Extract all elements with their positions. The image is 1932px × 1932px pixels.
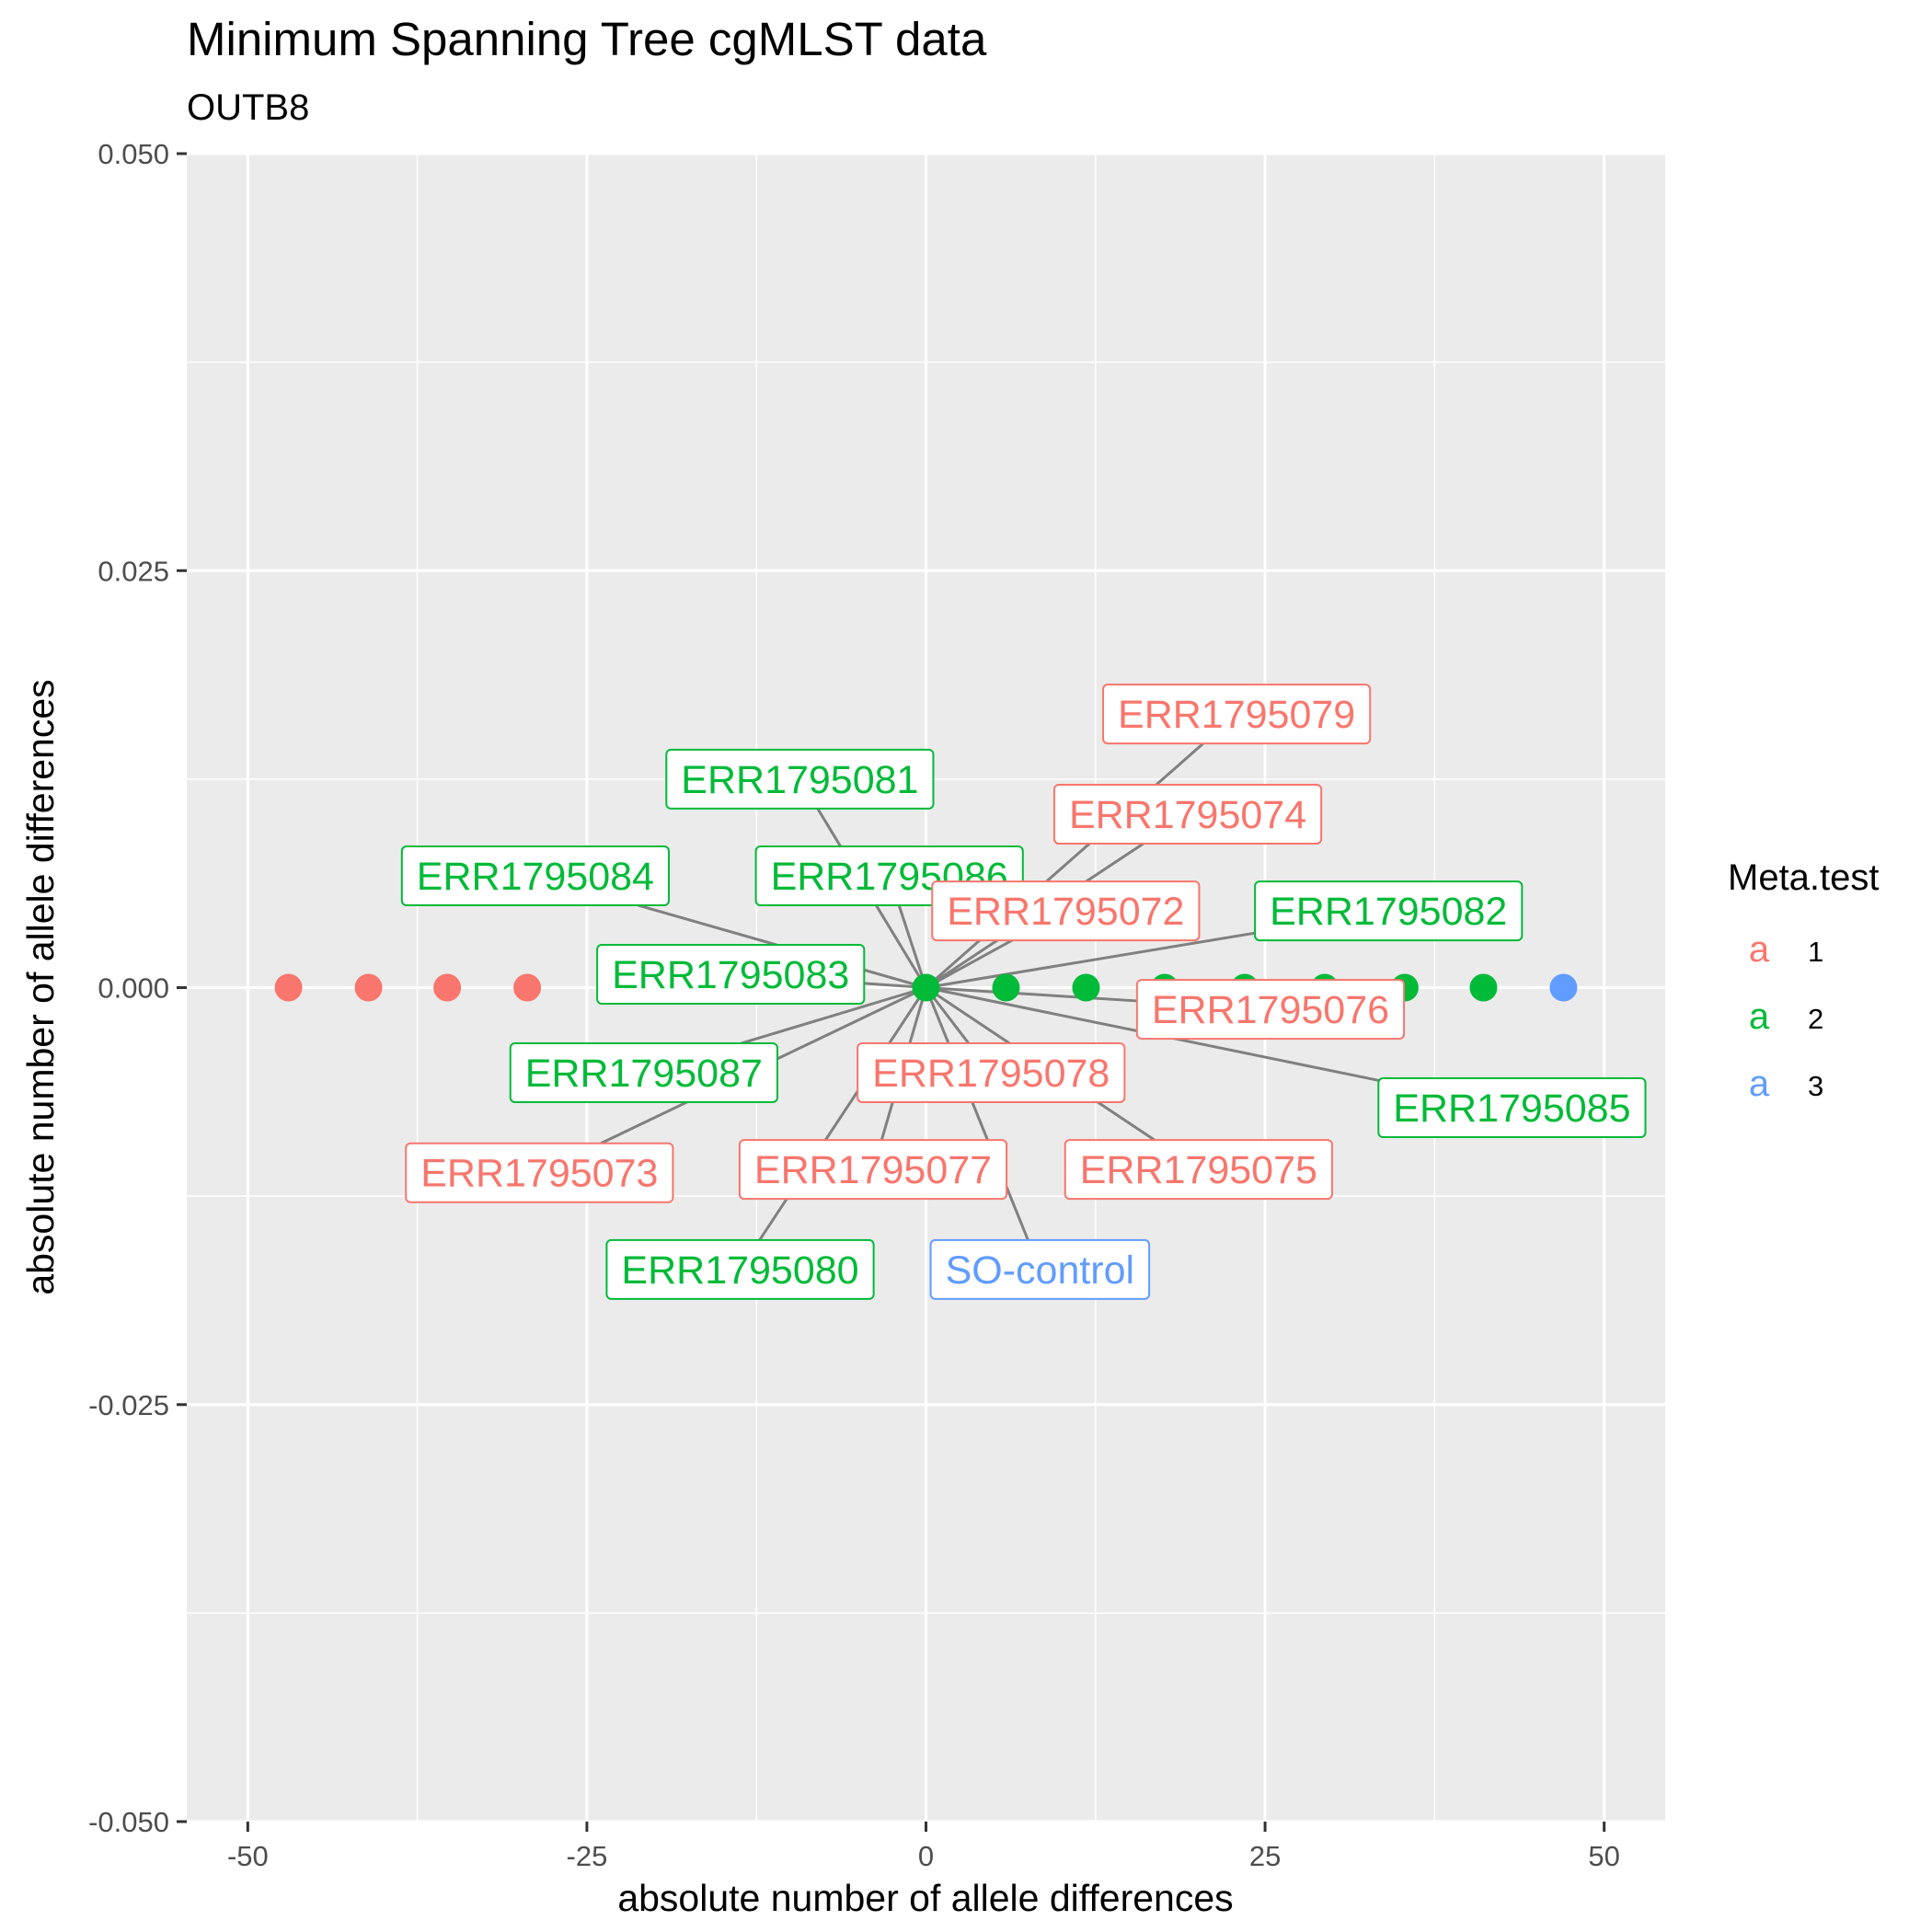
- node-label: ERR1795083: [596, 943, 866, 1005]
- data-point: [1469, 973, 1498, 1002]
- node-label-box: [1377, 1077, 1647, 1139]
- x-tick-label: -50: [227, 1840, 269, 1872]
- legend-label: 1: [1808, 936, 1823, 968]
- node-label-text: ERR1795073: [420, 1152, 658, 1196]
- node-label-text: ERR1795085: [1393, 1087, 1630, 1131]
- data-point: [433, 973, 462, 1002]
- tree-edge: [926, 931, 1256, 989]
- node-label-text: SO-control: [946, 1248, 1135, 1293]
- node-label-text: ERR1795083: [612, 953, 849, 997]
- node-label-box: [665, 748, 935, 810]
- node-label: ERR1795081: [665, 748, 935, 810]
- node-label-box: [1135, 979, 1406, 1041]
- node-label: ERR1795080: [605, 1238, 875, 1300]
- legend-key: a: [1749, 996, 1770, 1037]
- data-point: [274, 973, 303, 1002]
- data-point: [912, 973, 940, 1002]
- node-label-text: ERR1795082: [1270, 890, 1507, 934]
- node-label-box: [1102, 684, 1372, 745]
- y-tick-label: 0.025: [98, 555, 169, 587]
- tree-edge: [741, 986, 926, 1045]
- y-axis-title: absolute number of allele differences: [19, 679, 62, 1294]
- legend: Meta.test a 1 a 2 a 3: [1728, 857, 1880, 1104]
- node-label: ERR1795075: [1064, 1139, 1333, 1201]
- data-point: [354, 973, 383, 1002]
- x-axis: -50 -25 0 25 50: [227, 1822, 1620, 1872]
- node-label-text: ERR1795084: [417, 855, 654, 899]
- data-point: [992, 973, 1020, 1002]
- node-label-text: ERR1795081: [681, 758, 918, 802]
- node-label: ERR1795079: [1102, 684, 1372, 745]
- node-label-box: [605, 1238, 875, 1300]
- x-tick-label: 0: [918, 1840, 934, 1872]
- node-label: SO-control: [929, 1238, 1151, 1300]
- y-tick-label: -0.050: [88, 1806, 169, 1838]
- legend-key: a: [1749, 929, 1770, 970]
- legend-key: a: [1749, 1064, 1770, 1104]
- node-label: ERR1795077: [738, 1139, 1008, 1201]
- data-point: [1072, 973, 1100, 1002]
- x-tick-label: -25: [567, 1840, 608, 1872]
- x-tick-label: 50: [1588, 1840, 1619, 1872]
- x-tick-label: 25: [1249, 1840, 1281, 1872]
- node-label: ERR1795076: [1135, 979, 1406, 1041]
- tree-edge: [925, 938, 1013, 989]
- node-label: ERR1795078: [857, 1041, 1126, 1103]
- node-label: ERR1795084: [400, 845, 670, 907]
- node-label-box: [509, 1041, 778, 1103]
- node-label-box: [405, 1142, 674, 1203]
- node-label: ERR1795074: [1052, 783, 1323, 845]
- node-label-text: ERR1795074: [1069, 793, 1306, 837]
- x-axis-title: absolute number of allele differences: [617, 1877, 1233, 1919]
- node-label-box: [738, 1139, 1008, 1201]
- y-axis: -0.050 -0.025 0.000 0.025 0.050: [88, 138, 187, 1838]
- legend-label: 2: [1808, 1003, 1823, 1035]
- node-label-text: ERR1795072: [947, 890, 1184, 934]
- tree-edge: [925, 986, 1029, 1241]
- node-label-box: [931, 880, 1201, 942]
- y-tick-label: 0.000: [98, 972, 169, 1005]
- node-label-box: [1254, 880, 1524, 942]
- node-label-text: ERR1795087: [525, 1052, 763, 1096]
- y-tick-label: -0.025: [88, 1389, 169, 1421]
- chart-title: Minimum Spanning Tree cgMLST data: [187, 13, 987, 65]
- node-label-text: ERR1795075: [1080, 1148, 1317, 1192]
- node-label: ERR1795085: [1377, 1077, 1647, 1139]
- node-label-text: ERR1795080: [621, 1248, 858, 1293]
- node-label-box: [1064, 1139, 1333, 1201]
- tree-edge: [926, 986, 1137, 1003]
- node-label-text: ERR1795076: [1152, 988, 1389, 1032]
- node-label-text: ERR1795079: [1118, 693, 1355, 737]
- chart-subtitle: OUTB8: [187, 87, 309, 128]
- tree-edge: [897, 904, 927, 988]
- node-label-box: [857, 1041, 1126, 1103]
- node-label: ERR1795082: [1254, 880, 1524, 942]
- y-tick-label: 0.050: [98, 138, 169, 170]
- node-label-box: [596, 943, 866, 1005]
- node-label-box: [929, 1238, 1151, 1300]
- node-label: ERR1795073: [405, 1142, 674, 1203]
- node-label: ERR1795087: [509, 1041, 778, 1103]
- node-label-text: ERR1795077: [754, 1148, 992, 1192]
- node-label-box: [400, 845, 670, 907]
- data-point: [1549, 973, 1578, 1002]
- legend-label: 3: [1808, 1070, 1823, 1102]
- node-label: ERR1795072: [931, 880, 1201, 942]
- data-point: [513, 973, 542, 1002]
- legend-title: Meta.test: [1728, 857, 1880, 898]
- node-label-text: ERR1795078: [872, 1052, 1110, 1096]
- node-label-box: [1052, 783, 1323, 845]
- node-labels: ERR1795079 ERR1795081 ERR1795074 ERR1795084…: [400, 684, 1647, 1300]
